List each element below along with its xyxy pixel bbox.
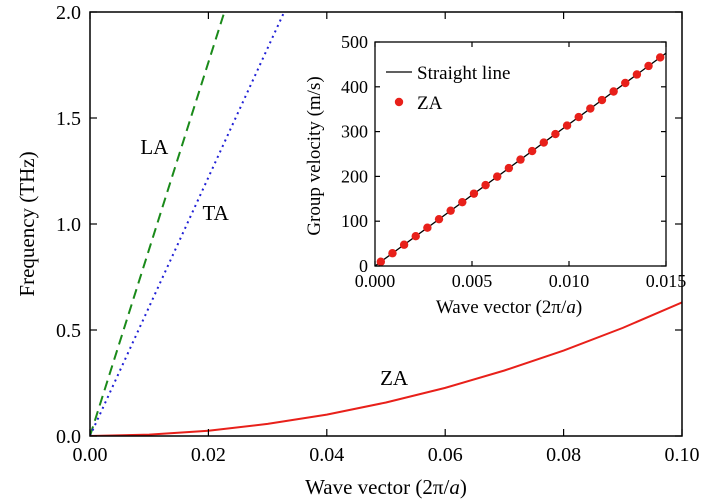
inset-y-tick-label: 0 — [359, 256, 368, 276]
main-x-axis-label: Wave vector (2π/a) — [305, 475, 467, 499]
inset-series-za-point — [481, 180, 490, 190]
main-series-la-line — [90, 12, 226, 436]
inset-y-tick-label: 100 — [341, 211, 368, 231]
inset-y-axis-label: Group velocity (m/s) — [304, 76, 325, 235]
inset-series-za-point — [527, 146, 537, 156]
inset-series-za-point — [655, 53, 665, 62]
inset-series-za-point — [446, 206, 455, 215]
inset-series-za-point — [376, 257, 386, 266]
inset-series-za-point — [597, 95, 607, 105]
inset-ticks: 0.000 0.005 0.010 0.015 0 100 200 300 400 500 — [341, 32, 686, 291]
inset-y-tick-label: 300 — [341, 122, 368, 142]
main-y-axis-label: Frequency (THz) — [15, 151, 39, 296]
legend-za-label: ZA — [417, 93, 443, 114]
inset-y-tick-label: 400 — [341, 77, 368, 97]
inset-series-za-point — [504, 163, 514, 173]
main-y-tick-label: 1.5 — [56, 108, 81, 130]
inset-legend: Straight line ZA — [386, 63, 510, 114]
inset-y-tick-label: 200 — [341, 166, 368, 186]
main-series-ta-line — [90, 12, 286, 436]
main-y-tick-label: 1.0 — [56, 214, 81, 236]
main-x-tick-label: 0.08 — [546, 444, 581, 466]
legend-straight-line-label: Straight line — [417, 63, 510, 84]
inset-series-za-point — [469, 189, 479, 198]
inset-series-za-point — [516, 155, 525, 164]
inset-x-tick-label: 0.000 — [355, 271, 396, 291]
inset-series-layer — [375, 52, 666, 266]
inset-series-za-point — [539, 138, 548, 147]
inset-series-za-point — [493, 172, 502, 181]
inset-series-za-point — [621, 78, 630, 88]
main-ticks: 0.00 0.02 0.04 0.06 0.08 0.10 0.0 0.5 1.0 1.5 2.0 — [56, 2, 700, 466]
main-series-layer — [90, 12, 682, 436]
main-x-tick-label: 0.10 — [665, 444, 700, 466]
main-y-tick-label: 0.5 — [56, 320, 81, 342]
main-label-za: ZA — [380, 366, 409, 390]
main-annotations: LA TA ZA — [140, 135, 409, 390]
main-label-ta: TA — [202, 201, 229, 225]
inset-series-za-point — [399, 240, 409, 249]
inset-x-tick-label: 0.010 — [549, 271, 590, 291]
legend-za-marker — [394, 97, 404, 107]
inset-series-za-point — [562, 121, 572, 130]
inset-series-za-point — [644, 61, 653, 71]
inset-x-tick-label: 0.015 — [646, 271, 687, 291]
main-y-tick-label: 0.0 — [56, 426, 81, 448]
inset-y-tick-label: 500 — [341, 32, 368, 52]
inset-series-za-point — [632, 70, 642, 79]
inset-series-za-point — [586, 104, 595, 113]
inset-series-za-point — [423, 223, 432, 232]
main-x-tick-label: 0.02 — [191, 444, 226, 466]
inset-series-za-point — [434, 214, 444, 224]
main-x-tick-label: 0.06 — [428, 444, 463, 466]
main-y-tick-label: 2.0 — [56, 2, 81, 24]
main-label-la: LA — [140, 135, 169, 159]
main-x-tick-label: 0.00 — [73, 444, 108, 466]
inset-series-za-point — [458, 197, 467, 207]
inset-plot-frame — [374, 41, 667, 267]
main-series-za-line — [90, 301, 682, 436]
main-x-tick-label: 0.04 — [309, 444, 344, 466]
inset-x-axis-label: Wave vector (2π/a) — [436, 297, 582, 318]
inset-series-za-point — [574, 112, 583, 122]
inset-series-za-point — [609, 87, 618, 96]
inset-series-za-point — [551, 129, 560, 139]
inset-chart: 0.000 0.005 0.010 0.015 0 100 200 300 400 500 Str… — [304, 32, 686, 318]
inset-x-tick-label: 0.005 — [452, 271, 493, 291]
main-chart: 0.00 0.02 0.04 0.06 0.08 0.100.00.51.01.52.0 … — [15, 2, 700, 499]
inset-series-za-point — [388, 249, 397, 258]
inset-series-za-point — [411, 232, 420, 241]
